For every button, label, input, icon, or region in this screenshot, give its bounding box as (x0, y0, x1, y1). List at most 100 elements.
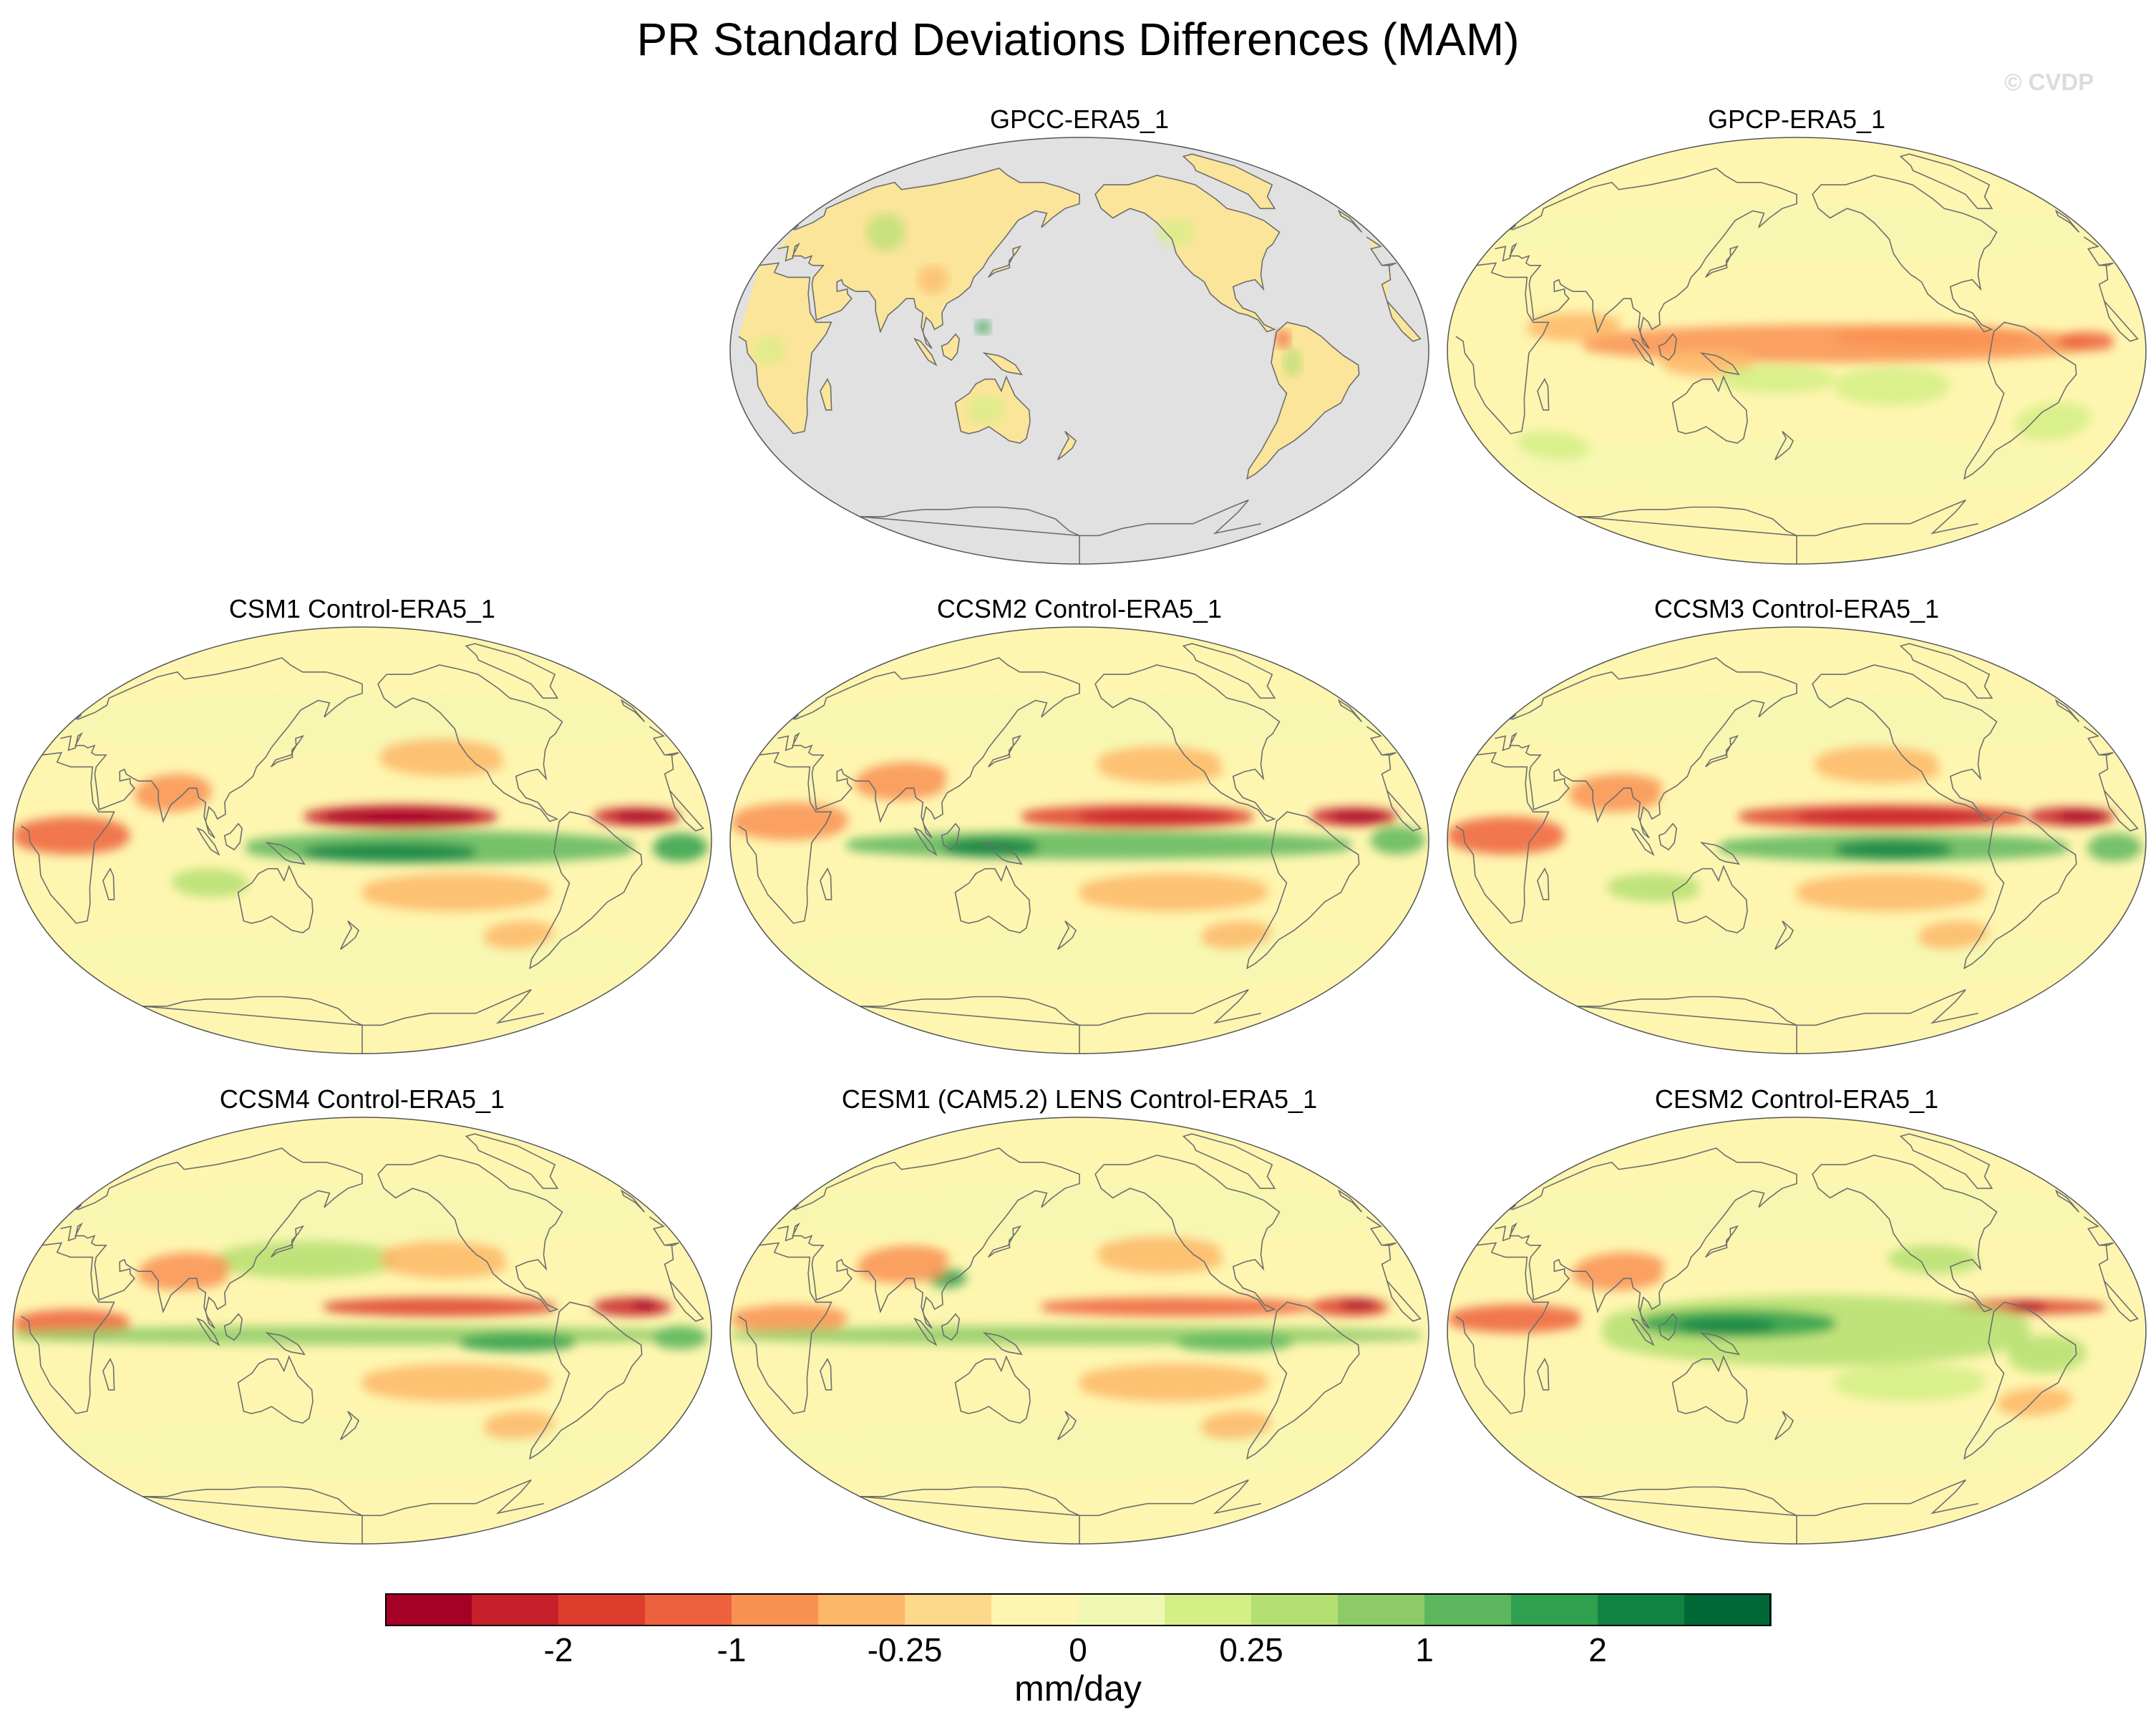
coastline-newGuinea (1699, 1332, 1740, 1356)
coastline-antarctica (142, 988, 544, 1054)
globe-border (729, 1117, 1429, 1545)
anomaly-band (1079, 1364, 1269, 1402)
anomaly-band (856, 1245, 949, 1283)
coastline-southAmerica (529, 1301, 643, 1460)
coastline-northAmerica (1094, 664, 1281, 822)
coastline-newZealand (1774, 920, 1795, 950)
anomaly-band (1079, 873, 1269, 912)
panel-title: CESM2 Control-ERA5_1 (1654, 1084, 1939, 1114)
coastline-madagascar (820, 1357, 832, 1391)
globe-border (1447, 626, 2147, 1054)
coastline-newGuinea (1699, 352, 1740, 376)
field-band (1568, 655, 2024, 694)
coastline-africa (1455, 1242, 2139, 1414)
anomaly-patch (866, 213, 905, 251)
panel-4: CCSM2 Control-ERA5_1 (729, 594, 1430, 1066)
globe-border (12, 1117, 712, 1545)
coastline-japan (271, 734, 305, 768)
colorbar-swatch (1338, 1593, 1425, 1626)
anomaly-band (730, 1326, 1422, 1345)
coastlines (1455, 1133, 2139, 1544)
coastline-eurasia (60, 1147, 679, 1329)
panel-title: GPCP-ERA5_1 (1707, 105, 1886, 134)
coastline-newGuinea (265, 842, 306, 865)
anomaly-band (1834, 1364, 1986, 1402)
coastline-australia (954, 375, 1031, 444)
field-band (1498, 693, 2091, 751)
field-band (1568, 165, 2024, 204)
anomaly-band (631, 1300, 656, 1310)
coastline-sumatra (913, 337, 938, 366)
field-band (1498, 1183, 2091, 1241)
anomaly-band (13, 816, 130, 855)
coastline-eurasia (1495, 657, 2114, 839)
anomaly-band (1200, 920, 1273, 950)
cvdp-watermark: © CVDP (2004, 69, 2094, 95)
coastline-sumatra (913, 1317, 938, 1346)
panel-title: CCSM3 Control-ERA5_1 (1654, 594, 1940, 623)
land-field-eurasia (777, 168, 1397, 349)
anomaly-patch (966, 395, 1006, 424)
colorbar-tick-label: 2 (1588, 1631, 1607, 1668)
coastline-borneo (941, 1313, 961, 1341)
coastline-uk (1510, 209, 2080, 233)
colorbar-swatch (645, 1593, 732, 1626)
coastlines (738, 643, 1422, 1054)
coastline-africa (738, 1242, 1422, 1414)
anomaly-band (379, 738, 505, 777)
colorbar-tick-label: -0.25 (867, 1631, 943, 1668)
anomaly-band (1835, 324, 2029, 349)
anomaly-band (1797, 873, 1986, 912)
anomaly-band (731, 802, 848, 840)
coastline-antarctica (860, 499, 1261, 564)
colorbar-swatch (818, 1593, 905, 1626)
colorbar-swatch (1078, 1593, 1165, 1626)
coastline-borneo (1658, 822, 1678, 851)
anomaly-band (1097, 745, 1223, 784)
anomaly-band (1835, 367, 1951, 406)
field-band (1498, 440, 2091, 498)
land-field-newZealand (1057, 431, 1077, 460)
coastline-africa (1455, 262, 2139, 434)
anomaly-band (137, 1252, 230, 1291)
colorbar-swatch (1251, 1593, 1339, 1626)
anomaly-band (1097, 1235, 1223, 1274)
coastline-antarctica (142, 1479, 544, 1544)
coastline-newZealand (1057, 430, 1077, 460)
coastline-eurasia (777, 167, 1397, 349)
panel-1: GPCC-ERA5_1 (729, 105, 1430, 577)
anomaly-band (730, 1304, 848, 1333)
coastline-antarctica (860, 1479, 1261, 1544)
field-band (850, 655, 1307, 694)
coastlines (1455, 153, 2139, 564)
coastline-sumatra (1630, 1317, 1655, 1346)
field-band (133, 655, 590, 694)
coastline-greenland (1182, 643, 1276, 699)
anomaly-band (1680, 1318, 1774, 1333)
globe-border (1447, 137, 2147, 565)
anomaly-band (1888, 1245, 1978, 1274)
anomaly-band (1917, 920, 1990, 950)
anomaly-band (1041, 1297, 1311, 1317)
coastline-greenland (1182, 1133, 1276, 1190)
anomaly-band (2014, 402, 2092, 441)
colorbar-tick-label: 0.25 (1219, 1631, 1283, 1668)
coastline-newZealand (1774, 430, 1795, 460)
coastline-borneo (223, 1313, 243, 1341)
anomaly-band (362, 1364, 552, 1402)
anomaly-patch (917, 265, 949, 294)
map-projection (729, 1117, 1429, 1545)
coastline-japan (1705, 734, 1739, 768)
anomaly-band (2009, 1302, 2048, 1312)
anomaly-band (1797, 810, 1990, 824)
map-projection (12, 1117, 712, 1545)
coastline-northAmerica (1094, 1155, 1281, 1313)
anomaly-band (1568, 774, 1662, 812)
field-band (781, 1183, 1374, 1241)
anomaly-band (1571, 1252, 1665, 1291)
anomaly-patch (1157, 218, 1196, 247)
coastline-australia (954, 1355, 1031, 1424)
land-field-southAmerica (1247, 322, 1359, 479)
anomaly-band (1526, 313, 1621, 341)
coastline-uk (792, 1189, 1363, 1213)
